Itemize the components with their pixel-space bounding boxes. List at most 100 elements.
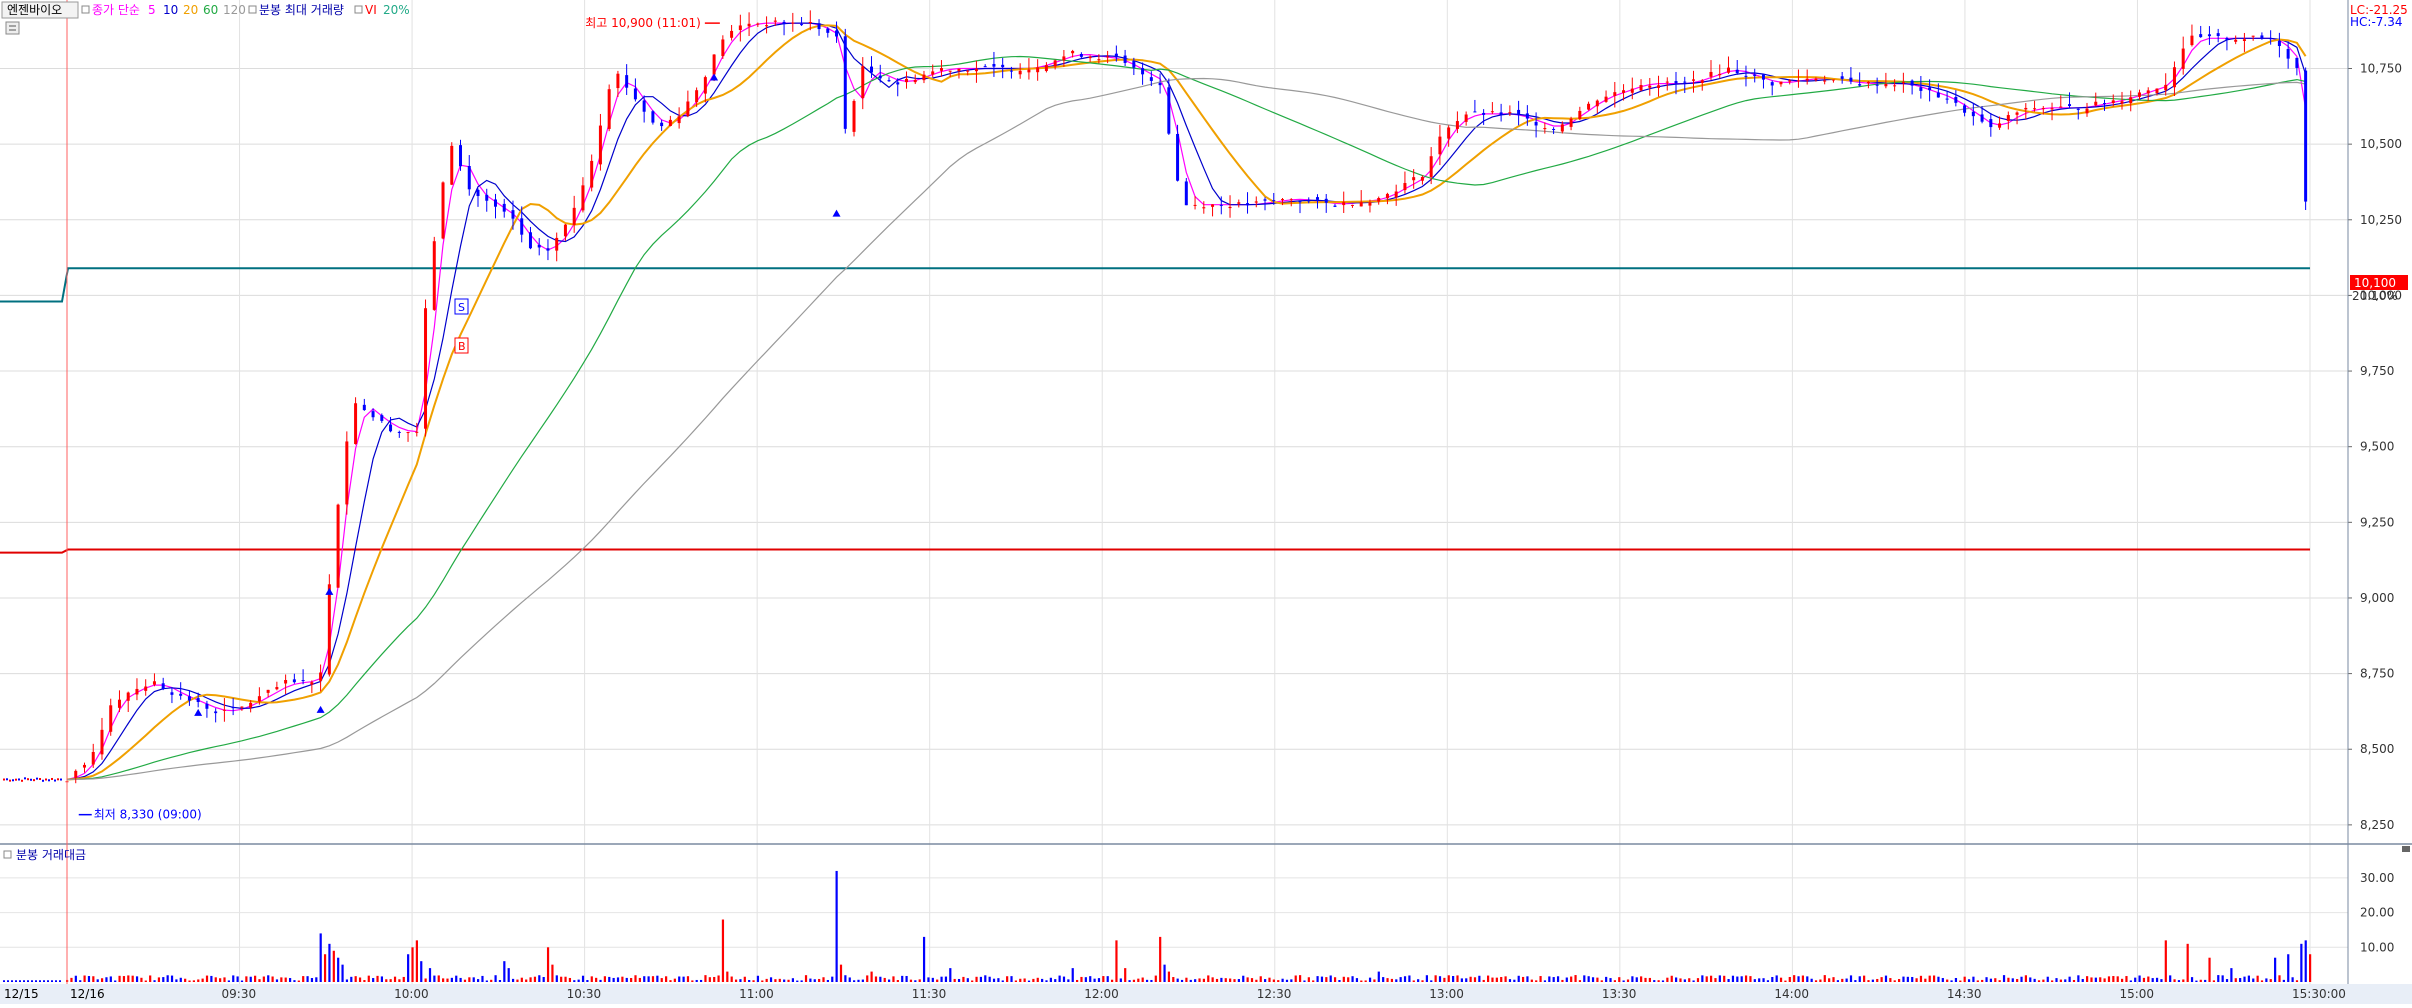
candle-body bbox=[1578, 110, 1582, 119]
volume-bar bbox=[656, 975, 659, 982]
volume-bar bbox=[1967, 979, 1971, 982]
price-tick-label: 10,500 bbox=[2360, 137, 2402, 151]
candle-body bbox=[1009, 70, 1013, 72]
volume-bar bbox=[1154, 975, 1157, 982]
volume-bar bbox=[1775, 975, 1778, 982]
candle-body bbox=[721, 39, 725, 57]
candle-body bbox=[1683, 81, 1687, 83]
candle-body bbox=[1394, 191, 1398, 198]
volume-bar bbox=[315, 977, 318, 982]
volume-bar bbox=[1180, 979, 1184, 982]
candle-body bbox=[362, 404, 366, 411]
volume-bar bbox=[122, 976, 126, 982]
panel-resize-handle-icon[interactable] bbox=[2402, 846, 2410, 852]
volume-bar bbox=[2002, 975, 2006, 982]
last-price-change: 20.10% bbox=[2352, 289, 2398, 303]
price-tick-label: 8,250 bbox=[2360, 818, 2394, 832]
prior-day-volume-bar bbox=[23, 980, 25, 982]
volume-bar bbox=[310, 978, 314, 982]
volume-bar bbox=[1631, 976, 1634, 982]
volume-bar bbox=[1259, 976, 1262, 982]
volume-bar bbox=[1027, 980, 1031, 982]
volume-bar bbox=[2147, 976, 2150, 982]
hc-value: HC:-7.34 bbox=[2350, 15, 2403, 29]
volume-bar bbox=[450, 977, 453, 982]
candle-body bbox=[2137, 92, 2141, 97]
volume-bar bbox=[2011, 978, 2014, 982]
volume-bar bbox=[2081, 978, 2084, 982]
candle-body bbox=[1858, 84, 1862, 86]
volume-bar bbox=[2151, 978, 2154, 982]
volume-bar bbox=[144, 980, 147, 982]
volume-bar bbox=[1696, 978, 1700, 982]
candle-body bbox=[126, 692, 130, 701]
volume-bar bbox=[446, 978, 449, 982]
volume-bar bbox=[796, 980, 799, 982]
volume-bar bbox=[673, 978, 676, 982]
legend-ma20: 20 bbox=[183, 3, 198, 17]
volume-bar bbox=[1189, 979, 1192, 982]
volume-bar bbox=[1670, 975, 1673, 982]
candle-body bbox=[476, 189, 480, 197]
volume-bar bbox=[2199, 979, 2202, 982]
volume-bar bbox=[2195, 980, 2198, 982]
volume-bar bbox=[2282, 979, 2285, 982]
candle-body bbox=[1420, 177, 1424, 181]
volume-bar bbox=[2155, 977, 2159, 982]
volume-bar bbox=[1705, 976, 1708, 982]
volume-bar bbox=[1972, 976, 1975, 982]
candle-body bbox=[1893, 85, 1897, 87]
volume-bar bbox=[1626, 979, 1630, 982]
vi-toggle-icon[interactable] bbox=[354, 5, 363, 14]
volume-bar bbox=[769, 977, 773, 982]
stock-name-box[interactable] bbox=[1, 1, 79, 19]
volume-bar bbox=[306, 976, 309, 982]
volume-bar bbox=[1906, 976, 1909, 982]
volume-bar bbox=[1736, 976, 1739, 982]
volume-bar bbox=[848, 977, 851, 982]
volume-bar bbox=[337, 957, 340, 982]
volume-bar bbox=[1841, 978, 1844, 982]
volume-bar bbox=[201, 978, 204, 982]
volume-bar bbox=[1395, 979, 1398, 982]
candle-body bbox=[1744, 75, 1748, 77]
session-high-annotation: 최고 10,900 (11:01) bbox=[585, 16, 720, 30]
candle-body bbox=[1525, 113, 1529, 119]
volume-bar bbox=[1714, 978, 1717, 982]
volume-bar bbox=[1298, 975, 1302, 982]
volume-bar bbox=[1871, 979, 1874, 982]
volume-bar bbox=[1517, 975, 1520, 982]
volume-bar bbox=[721, 919, 725, 982]
candle-body bbox=[738, 25, 742, 31]
volume-bar bbox=[1692, 980, 1695, 982]
candle-body bbox=[240, 706, 244, 708]
candle-body bbox=[896, 82, 900, 85]
price-tick-label: 9,500 bbox=[2360, 440, 2394, 454]
volume-bar bbox=[1364, 980, 1367, 982]
candle-body bbox=[1595, 100, 1599, 107]
prior-day-volume-bar bbox=[27, 980, 29, 982]
ma20-line bbox=[66, 24, 2307, 781]
ma60-line bbox=[66, 55, 2306, 781]
volume-bar bbox=[2016, 979, 2019, 982]
volume-bar bbox=[214, 977, 217, 982]
volume-bar bbox=[1430, 980, 1433, 982]
volume-panel-toggle-icon[interactable] bbox=[3, 850, 12, 859]
volume-toggle-icon[interactable] bbox=[248, 5, 257, 14]
prior-day-volume-bar bbox=[7, 980, 9, 982]
legend-toggle-icon[interactable] bbox=[81, 5, 90, 14]
volume-bar bbox=[1019, 978, 1022, 982]
candle-body bbox=[2015, 112, 2019, 115]
volume-bar bbox=[114, 980, 117, 982]
chart-menu-button[interactable] bbox=[5, 21, 20, 35]
volume-bar bbox=[1954, 977, 1958, 982]
volume-bar bbox=[704, 975, 707, 982]
volume-bar bbox=[892, 976, 895, 982]
volume-bar bbox=[284, 977, 287, 982]
candle-body bbox=[284, 680, 288, 684]
volume-bar bbox=[372, 978, 375, 982]
volume-bar bbox=[1701, 975, 1704, 982]
volume-bar bbox=[127, 975, 130, 982]
volume-bar bbox=[957, 978, 961, 982]
volume-bar bbox=[79, 980, 82, 982]
